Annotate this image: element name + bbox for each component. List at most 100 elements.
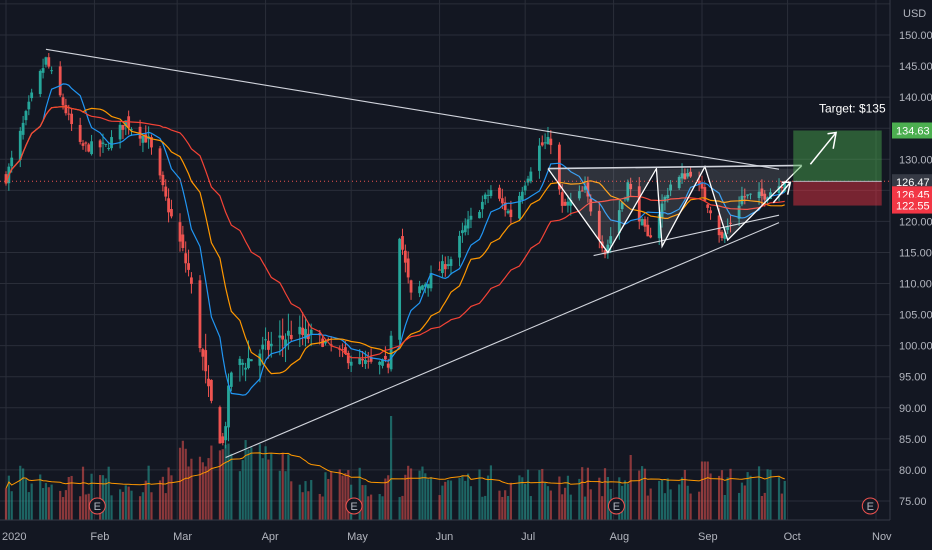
- volume-bar: [130, 490, 133, 520]
- candle-body: [309, 329, 313, 334]
- earnings-marker-label: E: [94, 501, 101, 513]
- volume-bar: [124, 485, 127, 520]
- candle-body: [403, 250, 407, 263]
- candle-body: [181, 234, 185, 248]
- candle-body: [726, 227, 730, 230]
- time-axis-background: [0, 520, 932, 550]
- candle-body: [170, 209, 173, 217]
- candle-body: [201, 349, 205, 357]
- volume-bar: [626, 483, 629, 520]
- volume-bar: [766, 469, 769, 520]
- volume-bar: [30, 483, 33, 520]
- volume-bar: [187, 466, 190, 520]
- time-tick-label: Jul: [521, 531, 535, 543]
- candle-body: [44, 57, 48, 65]
- price-tag-label: 126.47: [896, 177, 930, 189]
- volume-bar: [464, 480, 467, 520]
- price-tick-label: 90.00: [899, 403, 927, 415]
- volume-bar: [227, 443, 230, 520]
- candle-body: [443, 264, 447, 270]
- candle-body: [478, 212, 481, 219]
- volume-bar: [218, 450, 222, 520]
- volume-bar: [224, 444, 227, 520]
- volume-bar: [706, 461, 709, 520]
- candle-body: [241, 362, 245, 365]
- earnings-marker: [861, 497, 879, 515]
- volume-bar: [278, 470, 281, 520]
- candle-body: [498, 187, 501, 199]
- volume-bar: [110, 495, 113, 520]
- volume-bar: [201, 462, 204, 520]
- volume-bar: [104, 478, 107, 520]
- candle-body: [597, 210, 601, 240]
- volume-bar: [484, 495, 487, 520]
- volume-bar: [321, 496, 324, 520]
- candle-body: [167, 198, 170, 213]
- volume-bar: [723, 495, 726, 520]
- candle-body: [686, 173, 690, 177]
- volume-bar: [230, 453, 233, 520]
- candle-body: [281, 335, 285, 340]
- candle-body: [423, 284, 427, 287]
- candle-body: [50, 70, 54, 72]
- volume-bar: [298, 484, 301, 520]
- volume-bar: [244, 440, 247, 520]
- candle-body: [198, 280, 202, 349]
- candle-body: [606, 244, 610, 254]
- candle-body: [61, 97, 65, 106]
- candle-body: [98, 140, 102, 148]
- volume-bar: [783, 480, 786, 520]
- volume-bar: [389, 416, 393, 520]
- volume-bar: [703, 461, 706, 520]
- profit-zone: [793, 130, 882, 182]
- volume-bar: [646, 495, 649, 520]
- candle-body: [441, 261, 444, 274]
- volume-bar: [90, 473, 93, 520]
- earnings-marker: [88, 497, 106, 515]
- candle-body: [264, 339, 267, 341]
- grid-lines: [0, 0, 890, 520]
- volume-bar: [264, 446, 267, 520]
- volume-bar: [421, 466, 424, 520]
- volume-bar: [184, 448, 187, 520]
- volume-bar: [418, 470, 421, 520]
- candle-body: [449, 259, 453, 266]
- volume-bar: [150, 492, 153, 520]
- volume-bar: [757, 466, 761, 520]
- volume-bar: [327, 478, 330, 520]
- candle-body: [187, 263, 190, 270]
- candle-body: [47, 57, 51, 67]
- volume-bar: [10, 491, 13, 520]
- volume-bar: [324, 472, 327, 520]
- candle-body: [138, 126, 142, 139]
- candle-body: [107, 148, 111, 150]
- candle-body: [706, 204, 710, 208]
- candle-body: [663, 196, 667, 202]
- volume-bar: [749, 475, 752, 520]
- candle-body: [247, 358, 250, 369]
- candle-body: [666, 194, 670, 199]
- candle-body: [657, 214, 661, 239]
- candle-body: [489, 190, 493, 196]
- volume-bar: [558, 476, 561, 520]
- volume-bar: [769, 469, 772, 520]
- volume-bar: [780, 493, 783, 520]
- volume-bar: [401, 495, 404, 520]
- candle-body: [110, 137, 113, 149]
- volume-bar: [261, 458, 264, 520]
- volume-bar: [606, 476, 609, 520]
- time-tick-label: May: [347, 531, 368, 543]
- candle-body: [101, 142, 105, 144]
- candle-body: [369, 357, 373, 362]
- candle-body: [378, 361, 382, 365]
- time-tick-label: Oct: [784, 531, 801, 543]
- candle-body: [483, 194, 487, 200]
- volume-bar: [39, 474, 42, 520]
- candle-body: [523, 185, 527, 191]
- candle-body: [164, 186, 168, 197]
- volume-bar: [623, 480, 627, 520]
- candle-body: [207, 378, 210, 387]
- volume-bar: [141, 492, 145, 520]
- candle-body: [760, 188, 764, 197]
